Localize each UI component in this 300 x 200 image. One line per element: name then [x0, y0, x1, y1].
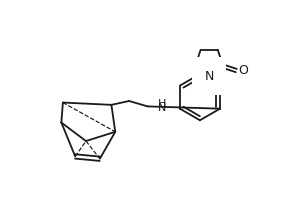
Text: H: H [158, 99, 166, 109]
Text: N: N [158, 103, 166, 113]
Text: O: O [238, 64, 248, 77]
Text: N: N [205, 70, 214, 83]
